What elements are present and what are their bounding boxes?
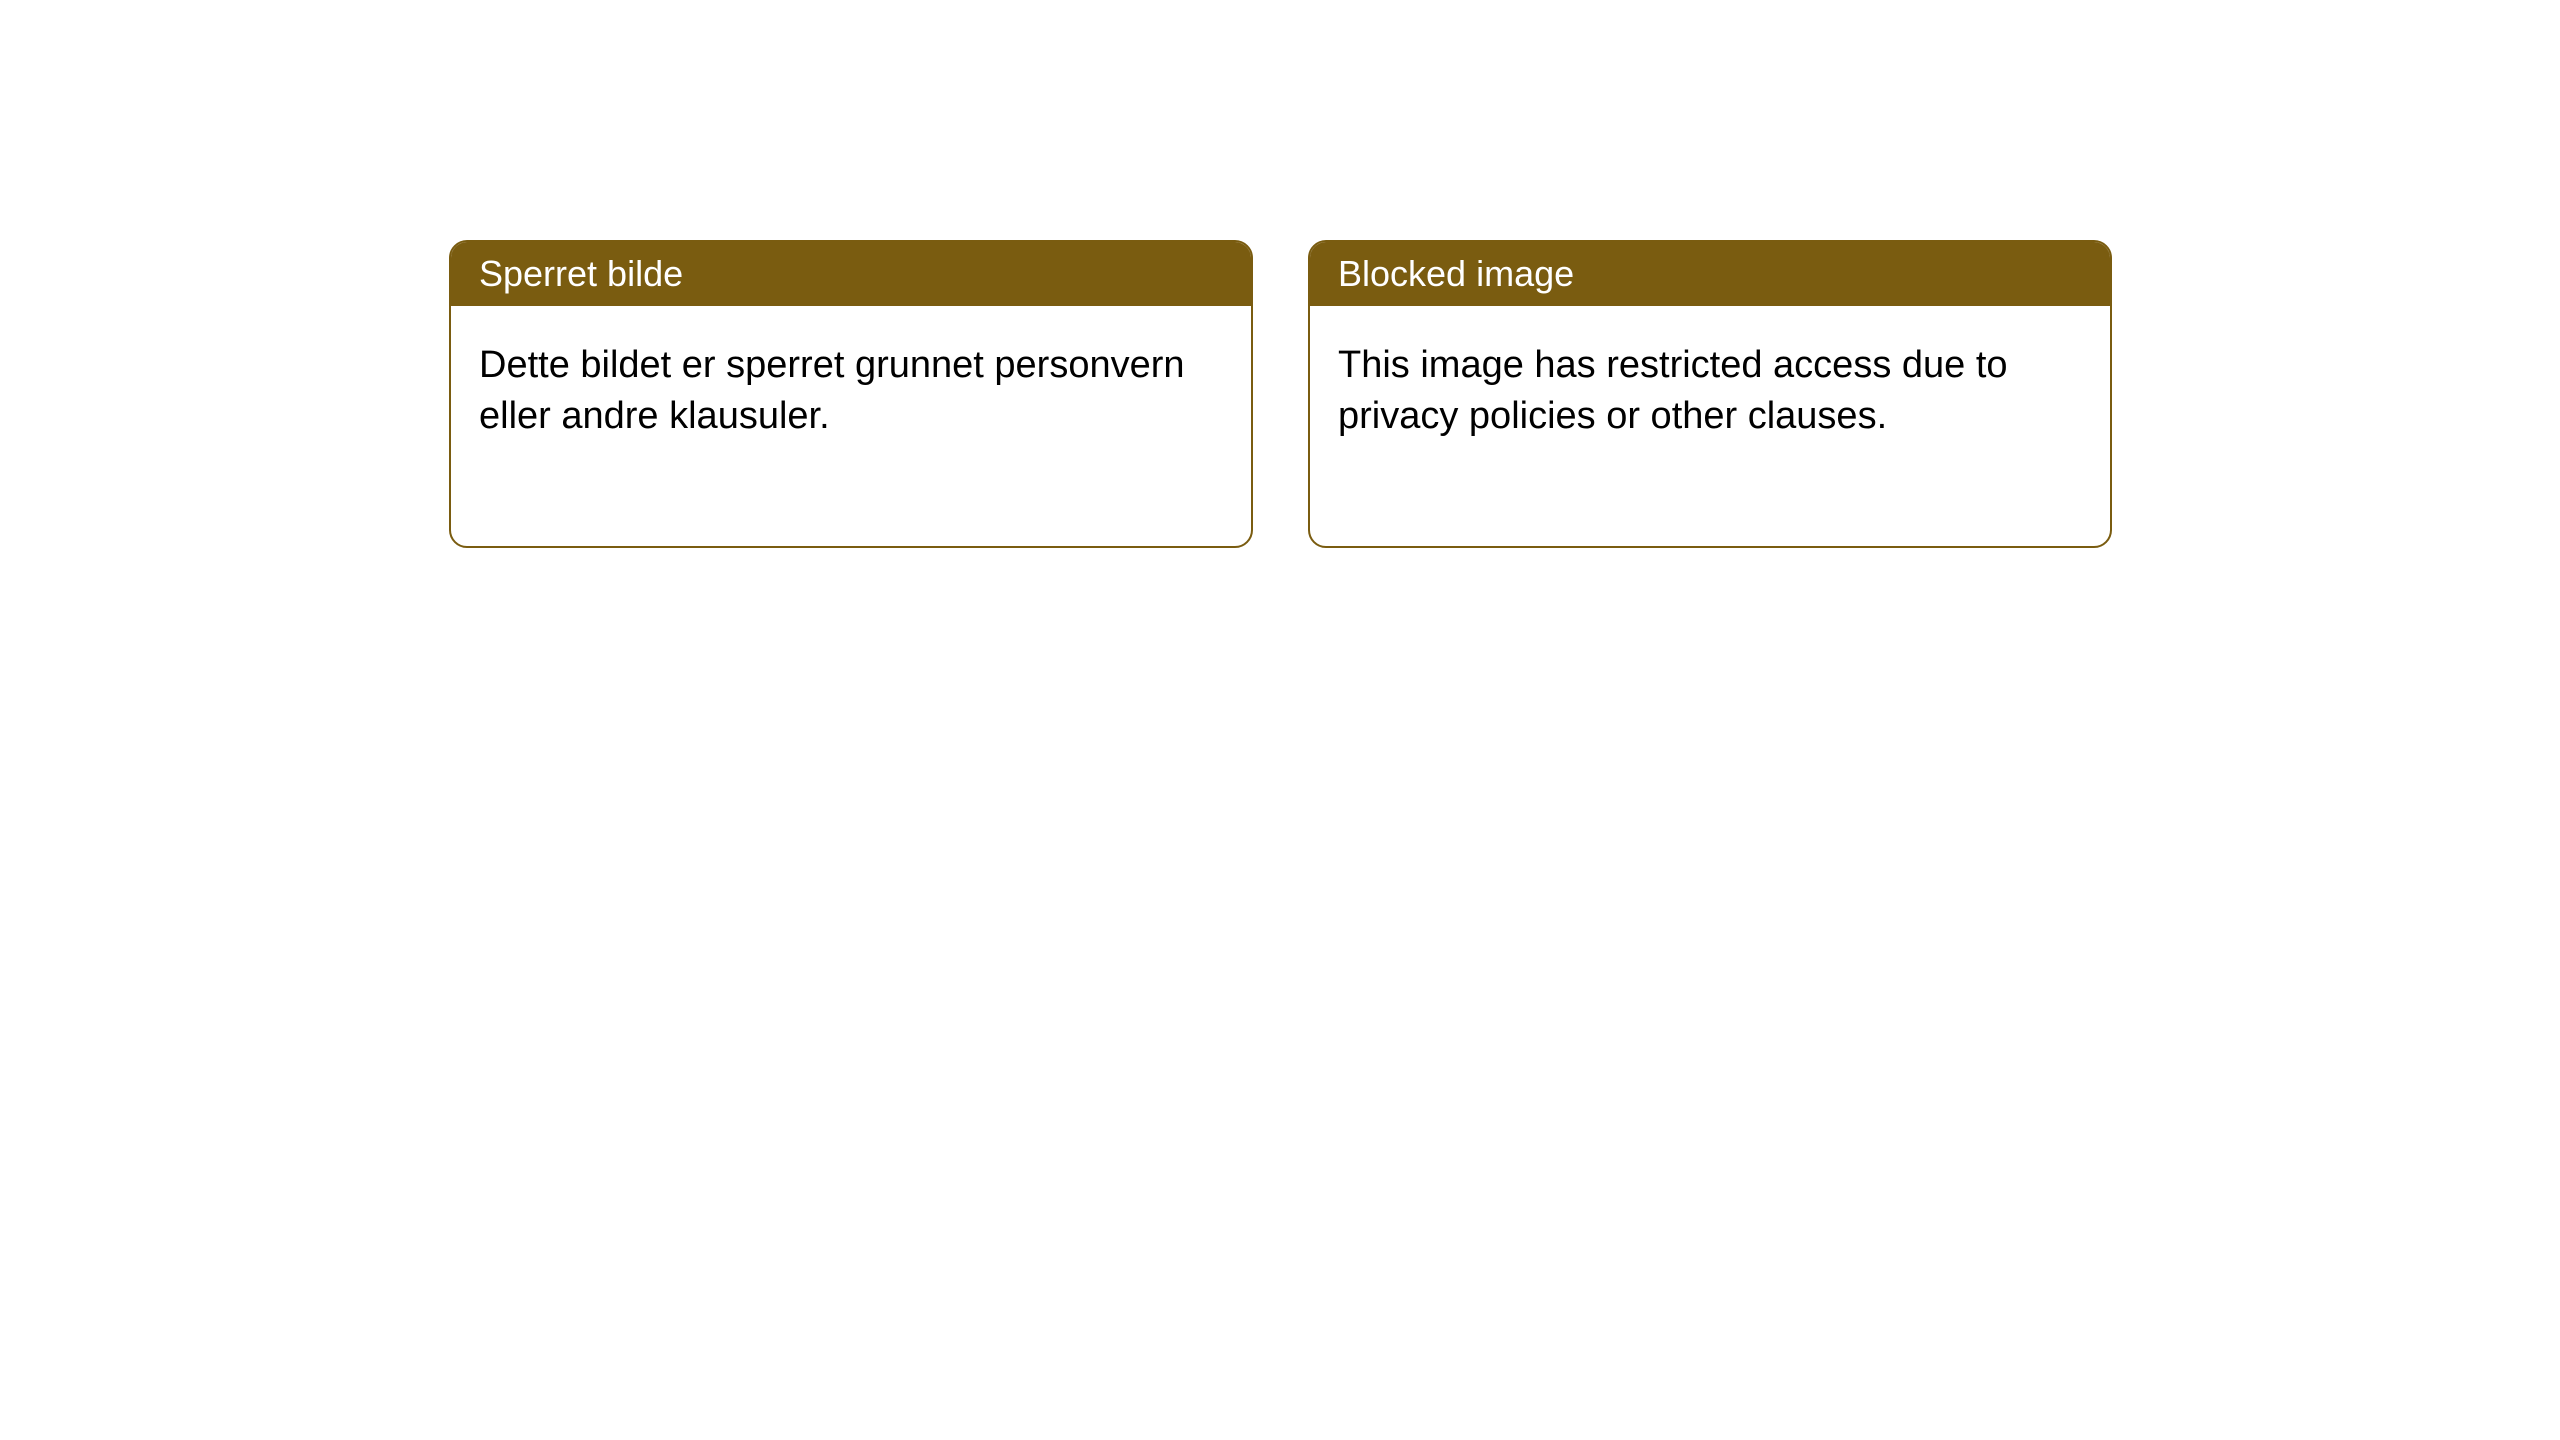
notice-card-norwegian: Sperret bilde Dette bildet er sperret gr…	[449, 240, 1253, 548]
notice-container: Sperret bilde Dette bildet er sperret gr…	[449, 240, 2112, 548]
notice-body: This image has restricted access due to …	[1310, 306, 2110, 546]
notice-header: Blocked image	[1310, 242, 2110, 306]
notice-body: Dette bildet er sperret grunnet personve…	[451, 306, 1251, 546]
notice-card-english: Blocked image This image has restricted …	[1308, 240, 2112, 548]
notice-header: Sperret bilde	[451, 242, 1251, 306]
